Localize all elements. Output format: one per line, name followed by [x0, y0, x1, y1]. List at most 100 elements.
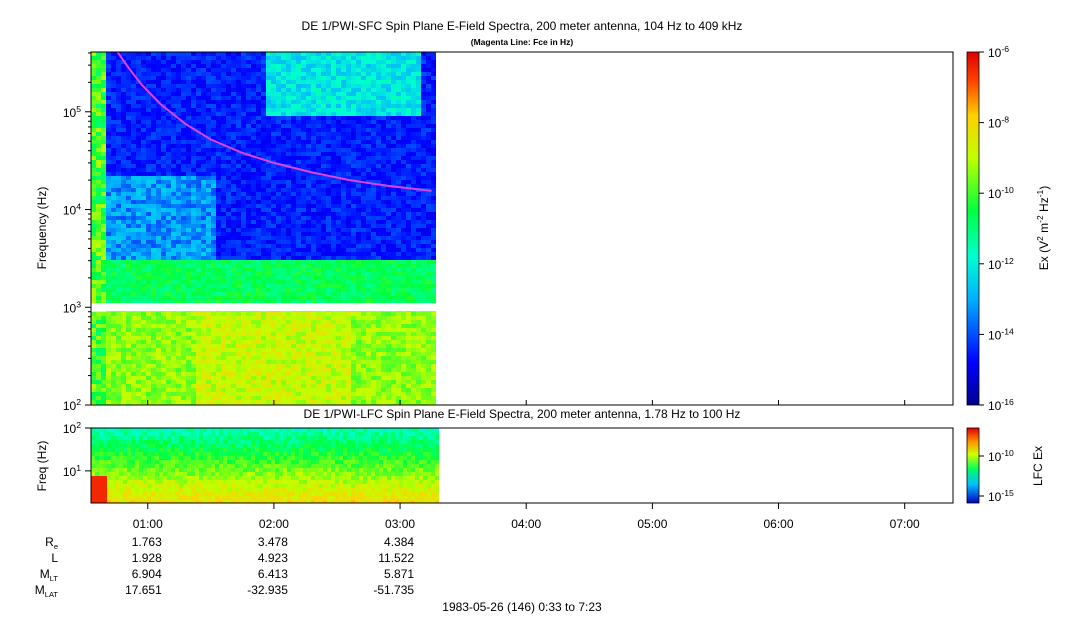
sfc-cell — [226, 116, 231, 120]
sfc-cell — [281, 84, 286, 88]
sfc-cell — [291, 268, 296, 272]
sfc-cell — [96, 372, 101, 376]
sfc-cell — [291, 328, 296, 332]
sfc-cell — [91, 160, 96, 164]
sfc-cell — [156, 280, 161, 284]
sfc-cell — [191, 296, 196, 300]
sfc-cell — [101, 380, 106, 384]
sfc-cell — [336, 296, 341, 300]
sfc-cell — [351, 164, 356, 168]
sfc-cell — [296, 192, 301, 196]
sfc-cell — [161, 388, 166, 392]
sfc-cell — [326, 64, 331, 68]
sfc-cell — [116, 384, 121, 388]
sfc-cell — [321, 332, 326, 336]
sfc-cell — [306, 244, 311, 248]
sfc-cell — [121, 324, 126, 328]
sfc-cell — [331, 344, 336, 348]
sfc-cell — [146, 240, 151, 244]
sfc-cell — [256, 252, 261, 256]
sfc-cell — [346, 192, 351, 196]
sfc-cell — [231, 384, 236, 388]
sfc-cell — [156, 184, 161, 188]
sfc-cell — [241, 324, 246, 328]
sfc-cell — [171, 368, 176, 372]
sfc-cell — [286, 372, 291, 376]
sfc-cell — [186, 136, 191, 140]
sfc-cell — [306, 164, 311, 168]
sfc-cell — [346, 248, 351, 252]
sfc-cell — [171, 364, 176, 368]
sfc-cell — [236, 84, 241, 88]
sfc-cell — [186, 312, 191, 316]
sfc-cell — [186, 100, 191, 104]
sfc-cell — [301, 124, 306, 128]
sfc-cell — [296, 180, 301, 184]
sfc-cell — [126, 388, 131, 392]
sfc-cell — [251, 400, 256, 404]
sfc-cell — [121, 136, 126, 140]
sfc-cell — [326, 312, 331, 316]
sfc-cell — [216, 272, 221, 276]
sfc-cell — [291, 68, 296, 72]
sfc-cell — [186, 288, 191, 292]
sfc-cell — [186, 180, 191, 184]
sfc-cell — [221, 328, 226, 332]
sfc-cell — [226, 264, 231, 268]
sfc-cell — [221, 188, 226, 192]
sfc-cell — [91, 268, 96, 272]
sfc-cell — [191, 56, 196, 60]
sfc-cell — [206, 212, 211, 216]
sfc-cell — [116, 84, 121, 88]
sfc-cell — [101, 368, 106, 372]
sfc-cell — [361, 320, 366, 324]
sfc-cell — [231, 364, 236, 368]
sfc-cell — [196, 400, 201, 404]
sfc-cell — [211, 128, 216, 132]
sfc-cell — [121, 92, 126, 96]
sfc-cell — [121, 384, 126, 388]
sfc-cell — [216, 184, 221, 188]
sfc-cell — [221, 400, 226, 404]
sfc-cell — [226, 160, 231, 164]
sfc-cell — [226, 324, 231, 328]
sfc-cell — [141, 328, 146, 332]
sfc-cell — [161, 212, 166, 216]
sfc-cell — [366, 64, 371, 68]
sfc-cell — [151, 60, 156, 64]
sfc-cell — [156, 352, 161, 356]
sfc-cell — [291, 56, 296, 60]
sfc-cell — [111, 328, 116, 332]
sfc-cell — [146, 144, 151, 148]
sfc-cell — [271, 140, 276, 144]
sfc-cell — [126, 156, 131, 160]
sfc-cell — [106, 80, 111, 84]
sfc-cell — [181, 156, 186, 160]
sfc-cell — [151, 160, 156, 164]
sfc-cell — [201, 292, 206, 296]
sfc-cell — [156, 372, 161, 376]
sfc-cell — [176, 160, 181, 164]
sfc-cell — [211, 176, 216, 180]
sfc-cell — [211, 144, 216, 148]
sfc-cell — [281, 400, 286, 404]
sfc-cell — [261, 268, 266, 272]
sfc-cell — [106, 64, 111, 68]
sfc-cell — [296, 164, 301, 168]
sfc-cell — [171, 52, 176, 56]
sfc-cell — [186, 400, 191, 404]
sfc-cell — [221, 160, 226, 164]
sfc-cell — [311, 300, 316, 304]
sfc-cell — [116, 204, 121, 208]
sfc-cell — [201, 112, 206, 116]
sfc-cell — [351, 60, 356, 64]
sfc-cell — [276, 76, 281, 80]
sfc-cell — [96, 280, 101, 284]
sfc-cell — [301, 320, 306, 324]
sfc-cell — [226, 60, 231, 64]
sfc-cell — [331, 236, 336, 240]
sfc-cell — [166, 148, 171, 152]
sfc-cell — [176, 352, 181, 356]
sfc-cell — [351, 352, 356, 356]
sfc-cell — [301, 216, 306, 220]
